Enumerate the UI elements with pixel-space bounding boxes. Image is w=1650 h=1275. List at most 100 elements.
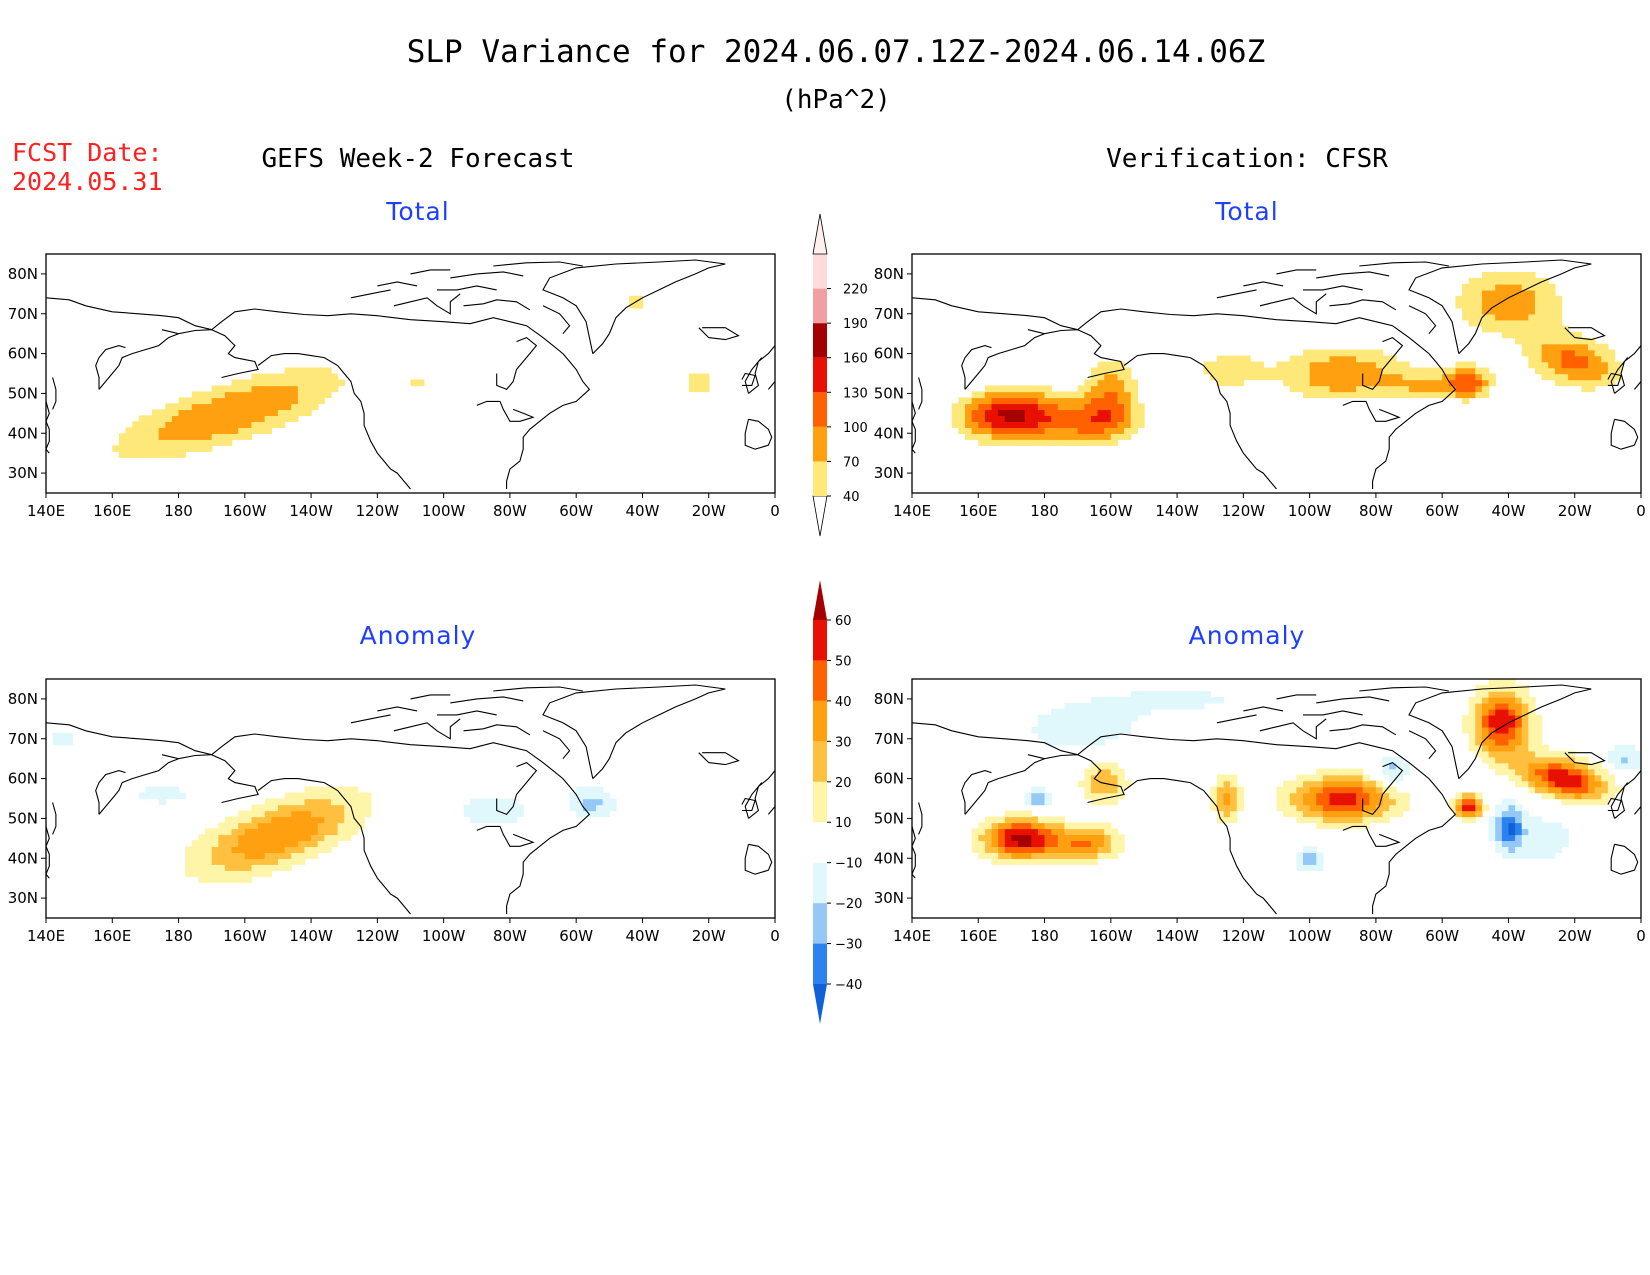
field-cell [191,870,200,877]
field-cell [1309,786,1317,794]
field-cell [185,852,193,859]
field-cell [984,433,993,440]
field-cell [1508,774,1516,782]
field-cell [1124,708,1132,716]
field-cell [231,828,239,836]
field-cell [224,421,233,428]
field-cell [205,421,213,428]
field-cell [1568,750,1576,758]
field-cell [191,445,200,452]
field-cell [1124,409,1132,417]
field-cell [1548,792,1556,800]
field-cell [1375,349,1384,357]
field-cell [178,433,186,440]
field-cell [1057,427,1066,434]
field-cell [251,397,259,405]
field-cell [291,846,299,853]
field-cell [978,421,986,428]
field-cell [1508,301,1516,309]
field-cell [277,415,286,422]
field-cell [258,391,266,399]
field-cell [1342,798,1351,806]
field-cell [1501,313,1510,321]
field-cell [1077,726,1086,734]
field-cell [1501,816,1510,824]
field-cell [1322,367,1331,375]
field-cell [1554,780,1563,788]
field-cell [1375,391,1384,399]
field-cell [609,798,617,806]
field-cell [1475,391,1483,399]
field-cell [304,804,312,812]
field-cell [231,385,239,393]
field-cell [1528,726,1536,734]
field-cell [1104,792,1112,800]
coastline [95,345,126,390]
field-cell [1057,720,1066,728]
field-cell [284,864,292,871]
field-cell [218,391,226,399]
field-cell [1415,367,1423,375]
field-cell [1541,361,1549,369]
field-cell [317,798,326,806]
field-cell [1024,840,1032,848]
field-cell [965,409,973,417]
field-cell [1104,798,1112,806]
field-cell [1084,858,1092,865]
coastline [912,826,916,879]
field-cell [1130,379,1139,387]
field-cell [1117,714,1125,722]
y-tick-label: 30N [874,464,904,482]
field-cell [1389,379,1397,387]
field-cell [1521,768,1530,776]
field-cell [1051,828,1059,836]
field-cell [1369,349,1377,357]
field-cell [965,397,973,405]
field-cell [991,822,999,830]
field-cell [1316,349,1324,357]
field-cell [1382,391,1390,399]
field-cell [1548,361,1556,369]
field-cell [1084,828,1092,836]
field-cell [984,397,993,405]
field-cell [991,409,999,417]
field-cell [231,834,239,842]
field-cell [1508,726,1516,734]
field-cell [1071,439,1079,446]
field-cell [324,840,332,848]
field-cell [1283,810,1291,818]
field-cell [1084,379,1092,387]
field-cell [1104,696,1112,704]
coastline [1259,718,1327,740]
field-cell [1329,804,1337,812]
coastline [1564,327,1606,341]
field-cell [1243,367,1251,375]
field-cell [1481,313,1490,321]
field-cell [569,804,577,812]
field-cell [1362,391,1370,399]
field-cell [1329,768,1337,776]
field-cell [297,852,306,859]
field-cell [1528,822,1536,830]
field-cell [264,385,273,393]
field-cell [297,858,306,865]
field-cell [1084,840,1092,848]
field-cell [1521,714,1530,722]
field-cell [1468,738,1477,746]
field-cell [1044,421,1052,428]
field-cell [291,798,299,806]
field-cell [576,804,584,812]
field-cell [271,385,279,393]
field-cell [1607,780,1616,788]
field-cell [1097,732,1105,740]
field-cell [1554,786,1563,794]
field-cell [1534,283,1543,291]
field-cell [496,798,504,806]
field-cell [1230,786,1238,794]
field-cell [1104,702,1112,710]
field-cell [1283,804,1291,812]
field-cell [1515,822,1523,830]
field-cell [1336,798,1344,806]
field-cell [1137,403,1145,411]
field-cell [951,415,960,422]
